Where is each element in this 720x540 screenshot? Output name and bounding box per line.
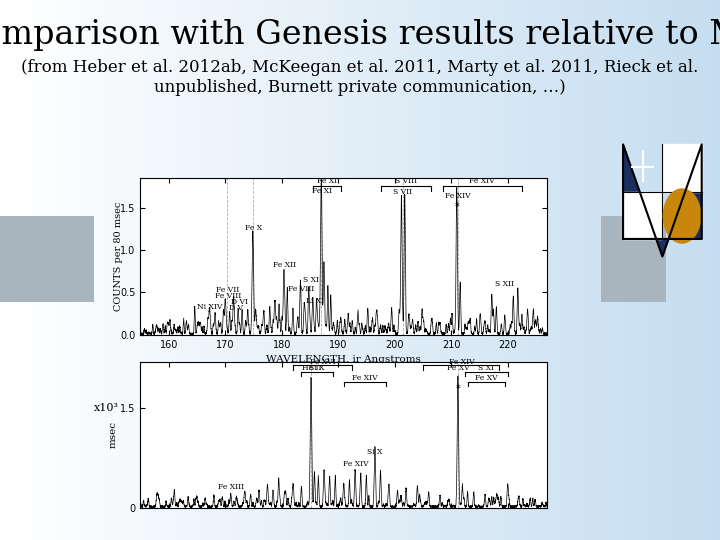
- Text: Fe VIII: Fe VIII: [288, 285, 315, 293]
- Text: (from Heber et al. 2012ab, McKeegan et al. 2011, Marty et al. 2011, Rieck et al.: (from Heber et al. 2012ab, McKeegan et a…: [22, 59, 698, 76]
- Text: Ni XIV: Ni XIV: [197, 303, 222, 312]
- Text: Fe XIII: Fe XIII: [217, 483, 244, 491]
- Y-axis label: COUNTS per 80 msec: COUNTS per 80 msec: [114, 202, 123, 311]
- Text: Comparison with Genesis results relative to Mg: Comparison with Genesis results relative…: [0, 19, 720, 51]
- Text: Fe VIII: Fe VIII: [215, 292, 241, 300]
- Text: Fe XIV: Fe XIV: [469, 177, 495, 185]
- Text: Si X: Si X: [367, 448, 382, 456]
- Text: S XI: S XI: [303, 276, 319, 285]
- Text: D VI: D VI: [231, 298, 248, 306]
- Text: Fe XVI: Fe XVI: [310, 358, 335, 366]
- Text: Fe X: Fe X: [245, 224, 262, 232]
- Text: Fe XV: Fe XV: [475, 374, 498, 382]
- Text: Fe XIV: Fe XIV: [343, 460, 369, 468]
- Text: Fe XIV: Fe XIV: [449, 358, 474, 366]
- Text: Fe XII: Fe XII: [273, 261, 296, 269]
- X-axis label: WAVELENGTH, ir Angstroms: WAVELENGTH, ir Angstroms: [266, 355, 421, 364]
- Circle shape: [663, 189, 701, 243]
- Text: x10³: x10³: [94, 403, 119, 414]
- Y-axis label: msec: msec: [109, 421, 117, 448]
- Text: *: *: [456, 383, 460, 394]
- Text: Fe XIV: Fe XIV: [444, 192, 470, 200]
- Polygon shape: [662, 144, 702, 192]
- Text: unpublished, Burnett private communication, …): unpublished, Burnett private communicati…: [154, 79, 566, 96]
- Text: Fe XI: Fe XI: [317, 177, 337, 185]
- Text: Fe XV: Fe XV: [446, 364, 469, 373]
- Text: Li XI: Li XI: [307, 298, 325, 306]
- Polygon shape: [623, 192, 662, 239]
- Text: S XI: S XI: [478, 364, 494, 373]
- Polygon shape: [623, 144, 702, 256]
- Text: Fe XIV: Fe XIV: [353, 374, 378, 382]
- Text: D V: D V: [230, 304, 243, 312]
- Text: Fe XI: Fe XI: [312, 187, 332, 195]
- Text: Fe VII: Fe VII: [216, 287, 240, 294]
- Text: He II: He II: [302, 364, 321, 373]
- Text: *: *: [455, 202, 460, 212]
- Text: S VII: S VII: [393, 188, 412, 196]
- Text: S VIII: S VIII: [395, 177, 417, 185]
- Text: Si X: Si X: [309, 364, 325, 373]
- Text: S XII: S XII: [495, 280, 514, 288]
